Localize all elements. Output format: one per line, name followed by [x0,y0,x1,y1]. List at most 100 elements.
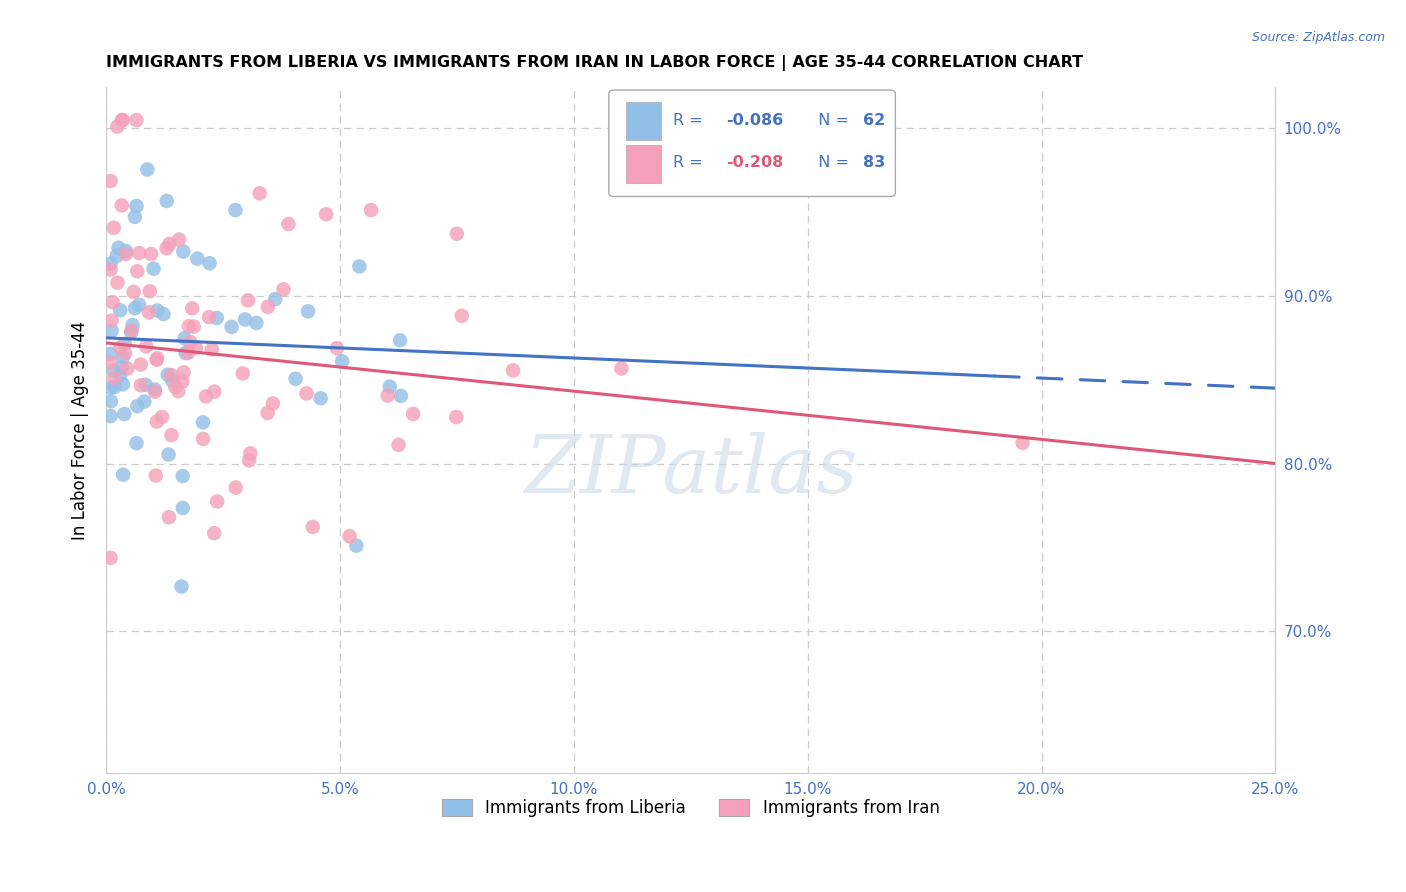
Point [143,384,166,399]
Point [103,371,125,385]
Point [172,500,194,515]
Point [100,394,122,409]
Point [146,415,169,429]
Point [135,339,157,353]
Point [152,307,174,321]
Text: -0.208: -0.208 [725,155,783,170]
Point [100,313,122,327]
Point [111,360,134,375]
Point [100,347,122,361]
Point [100,381,122,395]
Point [236,293,259,308]
Point [129,378,152,392]
Point [114,336,136,351]
Point [179,335,201,350]
Point [105,249,128,263]
Point [170,580,193,594]
Point [191,432,214,446]
Point [256,300,278,314]
Bar [626,103,661,140]
Point [112,407,135,421]
Point [100,355,122,369]
Point [155,241,177,255]
Point [150,409,173,424]
Point [245,316,267,330]
Point [238,453,260,467]
Point [128,246,150,260]
Point [138,305,160,319]
Point [159,236,181,251]
Point [136,162,159,177]
Point [186,252,208,266]
Point [122,285,145,299]
Point [264,292,287,306]
Point [191,415,214,429]
Point [315,207,337,221]
Point [349,260,371,274]
Text: IMMIGRANTS FROM LIBERIA VS IMMIGRANTS FROM IRAN IN LABOR FORCE | AGE 35-44 CORRE: IMMIGRANTS FROM LIBERIA VS IMMIGRANTS FR… [105,55,1083,71]
Point [121,318,143,333]
Point [450,309,472,323]
Text: R =: R = [673,155,709,170]
Point [177,319,200,334]
Point [142,261,165,276]
Point [167,384,190,399]
Point [378,379,401,393]
Point [129,358,152,372]
Point [326,341,349,355]
Point [173,365,195,379]
Text: R =: R = [673,112,709,128]
Point [301,520,323,534]
Point [156,368,179,382]
Point [194,389,217,403]
Point [344,539,367,553]
Point [177,345,200,359]
Point [297,304,319,318]
Point [446,227,468,241]
Point [402,407,425,421]
FancyBboxPatch shape [609,90,896,196]
Point [100,550,122,565]
Point [139,285,162,299]
Point [117,361,139,376]
Point [162,374,184,388]
Point [111,113,134,128]
Text: 62: 62 [863,112,884,128]
Point [125,199,148,213]
Point [160,428,183,442]
Text: ZIPatlas: ZIPatlas [524,433,858,510]
Text: N =: N = [807,112,853,128]
Point [100,174,122,188]
Point [330,354,353,368]
Point [284,372,307,386]
Point [103,364,125,378]
Point [143,383,166,397]
Point [360,203,382,218]
Point [139,247,162,261]
Point [145,468,167,483]
Point [100,257,122,271]
Text: 83: 83 [863,155,884,170]
Point [387,438,409,452]
Point [101,295,124,310]
Point [115,247,138,261]
Point [205,310,228,325]
Point [262,396,284,410]
Bar [626,145,661,183]
Point [172,375,194,389]
Point [256,406,278,420]
Legend: Immigrants from Liberia, Immigrants from Iran: Immigrants from Liberia, Immigrants from… [436,792,946,823]
Point [239,446,262,460]
Point [121,324,143,338]
Point [103,380,125,394]
Point [145,352,167,367]
Point [157,448,180,462]
Point [124,210,146,224]
Point [111,198,134,212]
Point [100,262,122,277]
Point [103,220,125,235]
Point [111,351,134,365]
Point [125,113,148,128]
Point [202,384,225,399]
Point [107,241,129,255]
